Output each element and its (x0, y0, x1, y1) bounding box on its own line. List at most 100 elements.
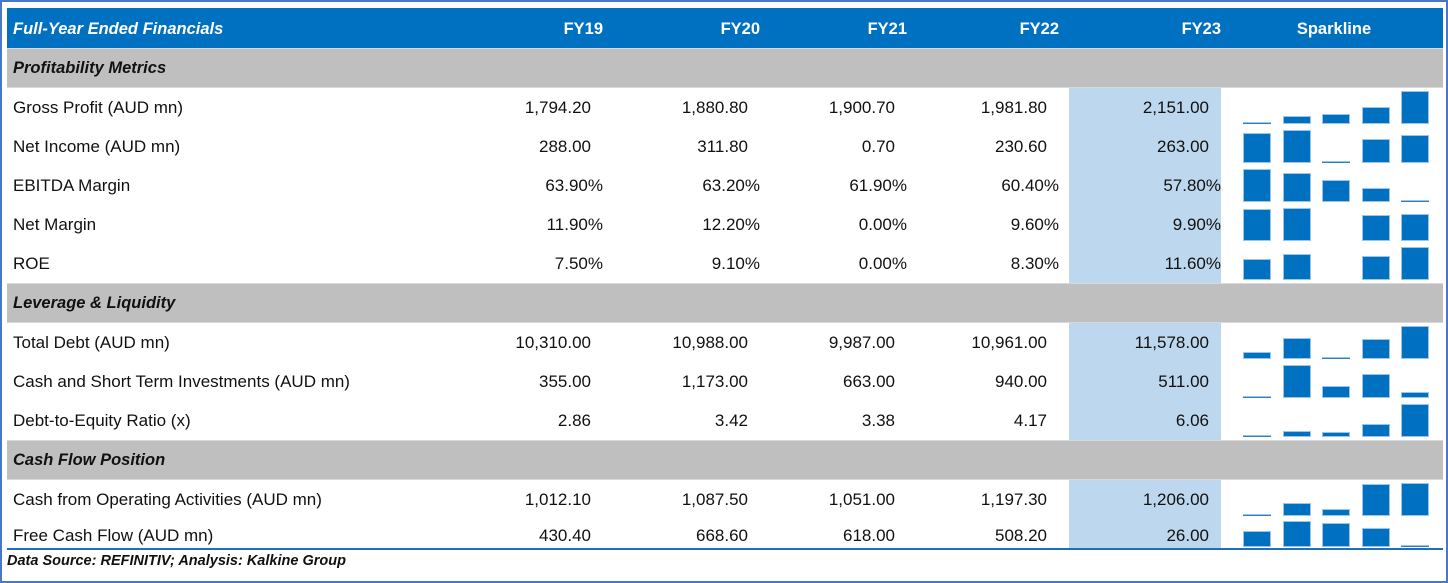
cell-fy20: 10,988.00 (672, 333, 748, 352)
sparkline (1243, 404, 1429, 437)
cell-fy21: 663.00 (843, 372, 895, 391)
sparkline-bar (1361, 138, 1390, 163)
section-title: Profitability Metrics (13, 59, 167, 77)
sparkline (1243, 521, 1429, 547)
fy23-highlight (1069, 166, 1221, 205)
row-label: Cash and Short Term Investments (AUD mn) (13, 372, 350, 391)
sparkline (1243, 247, 1429, 280)
table-title: Full-Year Ended Financials (13, 20, 224, 38)
sparkline-bar (1243, 258, 1271, 280)
sparkline-bar (1322, 357, 1350, 359)
cell-fy22: 940.00 (995, 372, 1047, 391)
table-row: ROE 7.50% 9.10% 0.00% 8.30% 11.60% (7, 244, 1443, 283)
cell-fy20: 1,087.50 (681, 490, 748, 509)
row-label: Debt-to-Equity Ratio (x) (13, 411, 191, 430)
section-header-row: Cash Flow Position (7, 440, 1443, 480)
column-header-sparkline: Sparkline (1296, 20, 1372, 38)
sparkline-bar (1322, 385, 1350, 398)
section-header-row: Leverage & Liquidity (7, 283, 1443, 323)
sparkline-bar (1243, 530, 1271, 547)
cell-fy20: 9.10% (711, 254, 760, 273)
cell-fy20: 668.60 (696, 526, 748, 545)
cell-fy19: 11.90% (546, 215, 603, 234)
sparkline-bar (1243, 396, 1271, 398)
cell-fy19: 2.86 (557, 411, 591, 430)
cell-fy22: 1,981.80 (980, 98, 1047, 117)
sparkline-bar (1361, 423, 1390, 437)
column-header-fy20: FY20 (720, 20, 760, 38)
row-label: Gross Profit (AUD mn) (13, 98, 184, 117)
cell-fy21: 618.00 (843, 526, 895, 545)
cell-fy20: 311.80 (697, 137, 748, 156)
table-row: Gross Profit (AUD mn) 1,794.20 1,880.80 1,9… (7, 88, 1443, 127)
column-header-fy21: FY21 (867, 20, 907, 38)
cell-fy20: 1,880.80 (681, 98, 748, 117)
table-row: Free Cash Flow (AUD mn) 430.40 668.60 618.0… (7, 519, 1443, 550)
fy23-highlight (1069, 519, 1221, 548)
cell-fy22: 8.30% (1010, 254, 1059, 273)
sparkline-bar (1401, 326, 1429, 359)
cell-fy23: 2,151.00 (1142, 98, 1209, 117)
row-label: Free Cash Flow (AUD mn) (13, 526, 214, 545)
column-header-fy19: FY19 (563, 20, 603, 38)
cell-fy21: 61.90% (849, 176, 907, 195)
sparkline-bar (1322, 161, 1350, 163)
column-header-fy22: FY22 (1019, 20, 1059, 38)
table-row: Net Margin 11.90% 12.20% 0.00% 9.60% 9.90% (7, 205, 1443, 244)
fy23-highlight (1069, 323, 1221, 362)
cell-fy19: 288.00 (539, 137, 591, 156)
fy23-highlight (1069, 480, 1221, 519)
sparkline-bar (1361, 484, 1390, 516)
sparkline-bar (1243, 132, 1271, 163)
sparkline (1243, 130, 1429, 163)
cell-fy23: 511.00 (1158, 372, 1209, 391)
cell-fy23: 11.60% (1164, 254, 1221, 273)
section-title: Cash Flow Position (13, 451, 166, 469)
sparkline-bar (1361, 256, 1390, 280)
cell-fy19: 7.50% (554, 254, 603, 273)
cell-fy22: 4.17 (1013, 411, 1047, 430)
cell-fy23: 11,578.00 (1134, 333, 1209, 352)
fy23-highlight (1069, 244, 1221, 283)
sparkline-bar (1401, 91, 1429, 124)
cell-fy19: 430.40 (539, 526, 591, 545)
cell-fy21: 1,051.00 (828, 490, 895, 509)
sparkline-bar (1322, 509, 1350, 516)
sparkline-bar (1322, 179, 1350, 202)
sparkline (1243, 91, 1429, 124)
sparkline-bar (1282, 172, 1311, 202)
sparkline-bar (1282, 365, 1311, 398)
cell-fy22: 10,961.00 (971, 333, 1047, 352)
cell-fy19: 1,012.10 (524, 490, 591, 509)
sparkline-bar (1361, 106, 1390, 124)
data-source-note: Data Source: REFINITIV; Analysis: Kalkin… (7, 553, 346, 569)
cell-fy20: 12.20% (702, 215, 760, 234)
cell-fy21: 0.00% (858, 254, 907, 273)
cell-fy23: 9.90% (1172, 215, 1221, 234)
sparkline-bar (1243, 352, 1271, 359)
section-header-row: Profitability Metrics (7, 48, 1443, 88)
sparkline-bar (1361, 527, 1390, 547)
sparkline (1243, 365, 1429, 398)
table-row: Net Income (AUD mn) 288.00 311.80 0.70 230.6… (7, 127, 1443, 166)
cell-fy20: 63.20% (702, 176, 760, 195)
table-row: EBITDA Margin 63.90% 63.20% 61.90% 60.40% 57.… (7, 166, 1443, 205)
sparkline (1243, 169, 1429, 202)
cell-fy19: 63.90% (545, 176, 603, 195)
cell-fy19: 10,310.00 (515, 333, 591, 352)
fy23-highlight (1069, 362, 1221, 401)
cell-fy23: 263.00 (1157, 137, 1209, 156)
sparkline-bar (1361, 338, 1390, 359)
cell-fy23: 1,206.00 (1142, 490, 1209, 509)
cell-fy20: 1,173.00 (681, 372, 748, 391)
sparkline-bar (1282, 208, 1311, 241)
sparkline-bar (1401, 214, 1429, 241)
sparkline-bar (1401, 135, 1429, 163)
sparkline-bar (1361, 374, 1390, 398)
row-label: Net Income (AUD mn) (13, 137, 181, 156)
row-label: Total Debt (AUD mn) (13, 333, 170, 352)
sparkline-bar (1322, 114, 1350, 124)
sparkline-bar (1322, 431, 1350, 437)
cell-fy21: 3.38 (861, 411, 895, 430)
